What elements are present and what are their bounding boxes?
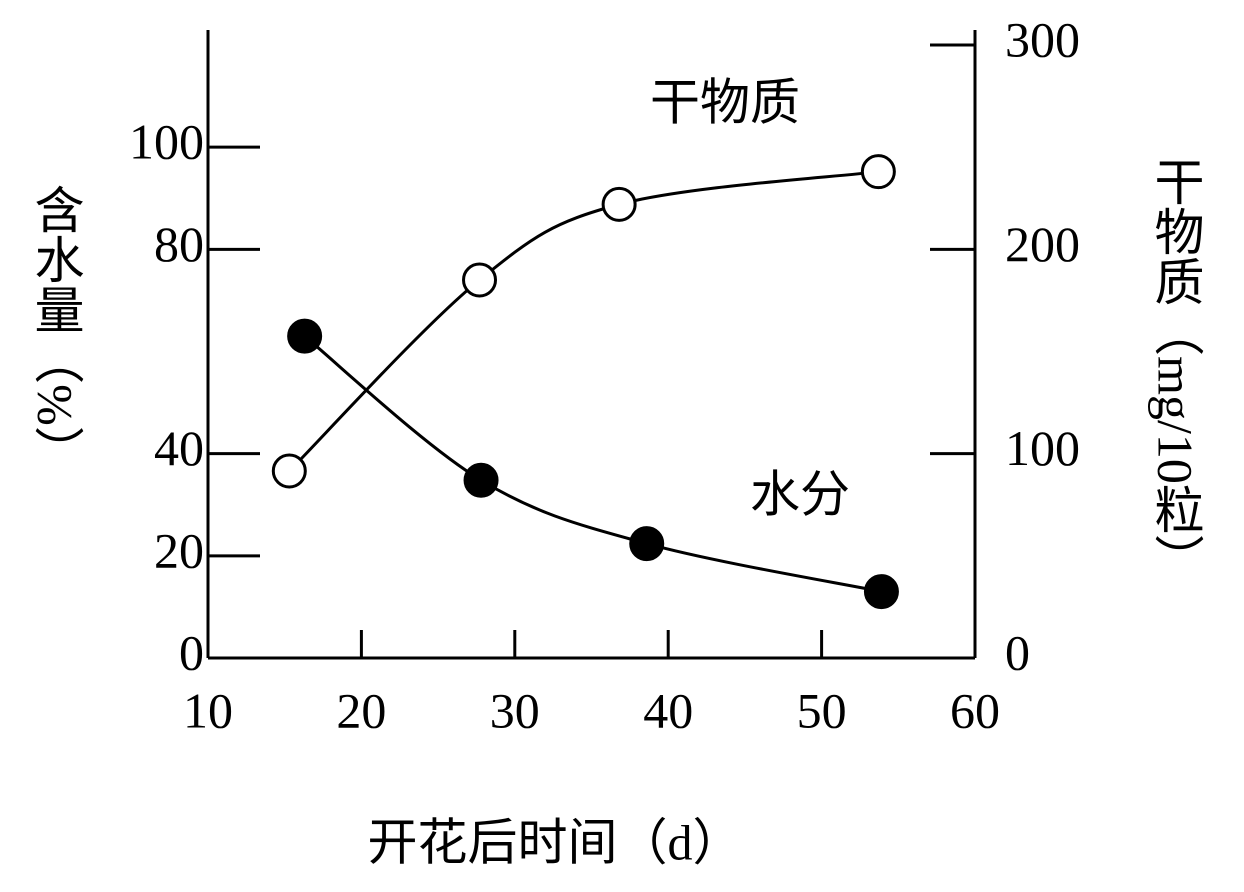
x-tick-label: 60 xyxy=(950,682,1000,738)
y-tick-label: 80 xyxy=(154,216,204,272)
point xyxy=(601,186,637,222)
y2-tick-label: 200 xyxy=(1005,216,1080,272)
point xyxy=(271,453,307,489)
x-tick-label: 40 xyxy=(643,682,693,738)
point xyxy=(863,574,899,610)
x-tick-label: 30 xyxy=(490,682,540,738)
x-tick-label: 50 xyxy=(797,682,847,738)
series-line xyxy=(288,170,879,473)
x-tick-label: 10 xyxy=(183,682,233,738)
point xyxy=(463,462,499,498)
y-tick-label: 40 xyxy=(154,420,204,476)
series-line xyxy=(303,335,882,594)
point xyxy=(462,262,498,298)
point xyxy=(860,154,896,190)
y-tick-label: 20 xyxy=(154,522,204,578)
y2-tick-label: 300 xyxy=(1005,11,1080,67)
x-tick-label: 20 xyxy=(336,682,386,738)
series-label: 水分 xyxy=(750,466,850,522)
point xyxy=(629,526,665,562)
series-label: 干物质 xyxy=(650,74,800,130)
y2-tick-label: 100 xyxy=(1005,420,1080,476)
point xyxy=(287,318,323,354)
y-axis-title: 含水量（%） xyxy=(28,184,84,476)
y-tick-label: 100 xyxy=(129,114,204,170)
y2-axis-title: 干物质（mg/10粒） xyxy=(1148,156,1204,584)
x-axis-title: 开花后时间（d） xyxy=(368,814,743,870)
y-tick-label: 0 xyxy=(179,624,204,680)
y2-tick-label: 0 xyxy=(1005,624,1030,680)
